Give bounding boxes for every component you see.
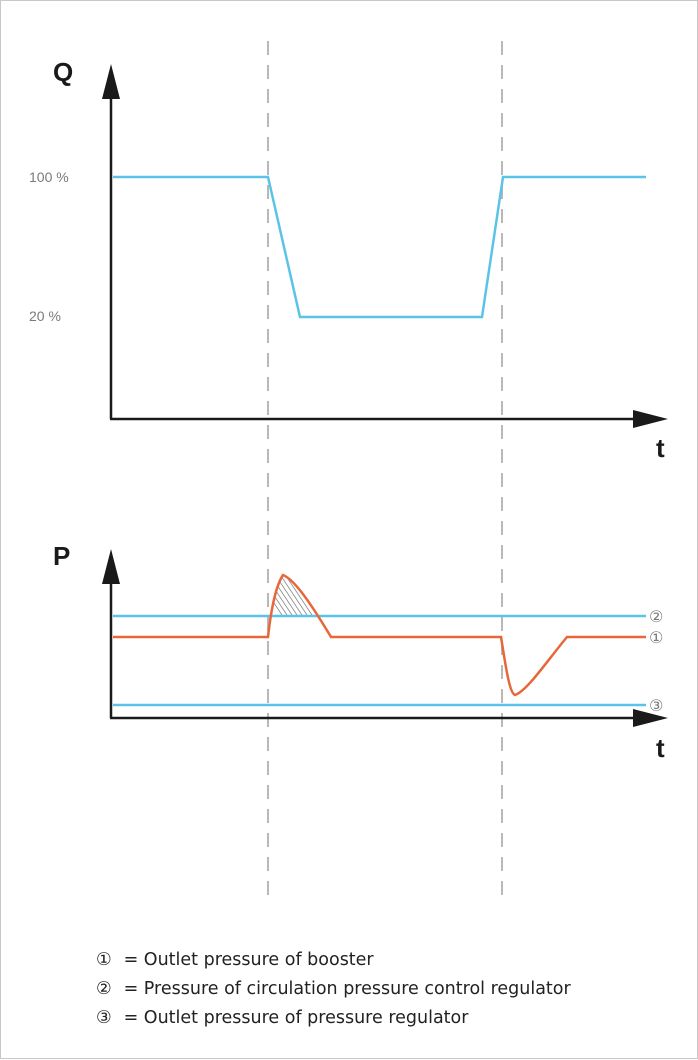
legend: ① = Outlet pressure of booster ② = Press… bbox=[96, 946, 571, 1033]
p-x-axis-arrow bbox=[633, 709, 668, 727]
p-axis-label: P bbox=[53, 541, 70, 571]
flow-rate-line bbox=[113, 175, 646, 319]
q-x-axis-arrow bbox=[633, 410, 668, 428]
legend-symbol-2: ② bbox=[96, 979, 112, 999]
tick-100-percent: 100 % bbox=[29, 169, 69, 185]
q-y-axis-arrow bbox=[102, 64, 120, 99]
t-axis-label-bottom: t bbox=[656, 733, 665, 763]
p-y-axis-arrow bbox=[102, 549, 120, 584]
booster-outlet-pressure-line bbox=[113, 573, 646, 697]
legend-text-2: = Pressure of circulation pressure contr… bbox=[123, 979, 571, 999]
overshoot-hatch bbox=[268, 575, 318, 622]
q-axis-label: Q bbox=[53, 57, 73, 87]
marker-1-label: ① bbox=[649, 628, 663, 647]
legend-item-booster: ① = Outlet pressure of booster bbox=[96, 946, 571, 975]
legend-item-circulation-regulator: ② = Pressure of circulation pressure con… bbox=[96, 975, 571, 1004]
flow-chart: Q t 100 % 20 % bbox=[29, 57, 668, 463]
legend-text-3: = Outlet pressure of pressure regulator bbox=[123, 1008, 469, 1028]
legend-text-1: = Outlet pressure of booster bbox=[123, 950, 374, 970]
legend-symbol-1: ① bbox=[96, 950, 112, 970]
tick-20-percent: 20 % bbox=[29, 308, 61, 324]
marker-3-label: ③ bbox=[649, 696, 663, 715]
pressure-chart: P t ② ① ③ bbox=[53, 541, 668, 763]
legend-item-pressure-regulator: ③ = Outlet pressure of pressure regulato… bbox=[96, 1004, 571, 1033]
t-axis-label-top: t bbox=[656, 433, 665, 463]
legend-symbol-3: ③ bbox=[96, 1008, 112, 1028]
marker-2-label: ② bbox=[649, 607, 663, 626]
